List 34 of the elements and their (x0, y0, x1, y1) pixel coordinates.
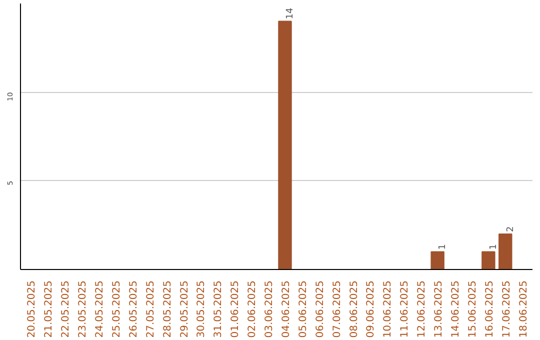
x-tick-label: 23.05.2025 (78, 280, 89, 338)
x-tick-label: 17.06.2025 (501, 280, 512, 338)
x-tick-label: 15.06.2025 (467, 280, 478, 338)
data-label: 14 (285, 8, 296, 20)
x-tick-label: 03.06.2025 (264, 280, 276, 338)
x-tick-label: 18.06.2025 (518, 280, 530, 338)
x-tick-label: 11.06.2025 (400, 280, 411, 338)
x-tick-label: 05.06.2025 (298, 280, 309, 338)
x-tick-label: 25.05.2025 (111, 280, 122, 338)
x-tick-label: 04.06.2025 (280, 280, 292, 338)
x-tick-label: 01.06.2025 (230, 280, 242, 338)
x-tick-label: 22.05.2025 (60, 280, 72, 338)
x-tick-label: 10.06.2025 (382, 280, 394, 338)
x-tick-label: 20.05.2025 (26, 280, 38, 338)
data-label: 1 (438, 244, 448, 250)
x-tick-label: 16.06.2025 (484, 280, 496, 338)
x-tick-label: 30.05.2025 (196, 280, 208, 338)
x-tick-label: 09.06.2025 (366, 280, 377, 338)
x-tick-label: 08.06.2025 (348, 280, 360, 338)
x-tick-label: 02.06.2025 (247, 280, 258, 338)
x-tick-label: 13.06.2025 (434, 280, 445, 338)
x-tick-label: 21.05.2025 (44, 280, 55, 338)
x-tick-label: 24.05.2025 (94, 280, 106, 338)
x-tick-label: 31.05.2025 (213, 280, 224, 338)
x-tick-label: 26.05.2025 (128, 280, 140, 338)
data-label: 1 (488, 244, 499, 250)
x-tick-label: 06.06.2025 (314, 280, 326, 338)
x-tick-label: 28.05.2025 (162, 280, 174, 338)
x-tick-label: 27.05.2025 (145, 280, 156, 338)
x-tick-label: 14.06.2025 (450, 280, 462, 338)
x-tick-label: 07.06.2025 (332, 280, 343, 338)
data-label: 2 (506, 226, 516, 232)
x-tick-label: 29.05.2025 (179, 280, 190, 338)
x-tick-label: 12.06.2025 (416, 280, 428, 338)
